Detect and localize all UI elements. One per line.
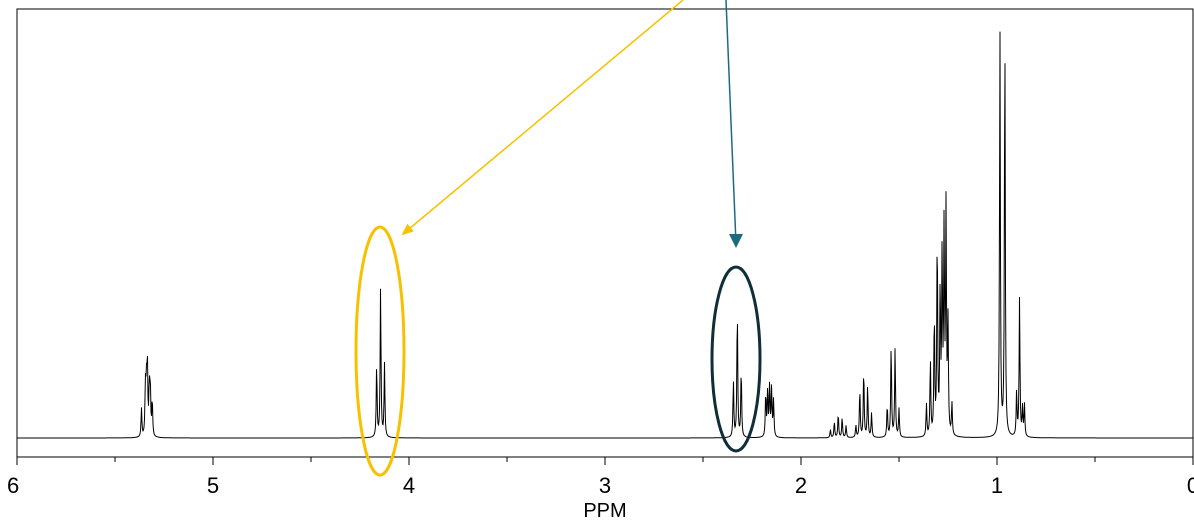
- highlight-ellipse-navy: [710, 265, 762, 453]
- yellow-arrow: [401, 0, 684, 236]
- teal-arrowhead: [729, 234, 743, 248]
- x-tick-label: 1: [991, 473, 1003, 498]
- plot-frame: [16, 8, 1194, 458]
- x-axis-title: PPM: [583, 500, 626, 520]
- x-axis: 6 5 4 3 2 1 0: [7, 457, 1194, 498]
- x-tick-label: 5: [207, 473, 219, 498]
- spectrum-line: [17, 31, 1193, 439]
- x-tick-label: 3: [599, 473, 611, 498]
- highlight-ellipse-yellow: [354, 225, 406, 477]
- teal-arrow: [725, 0, 737, 245]
- x-tick-label: 4: [403, 473, 415, 498]
- x-tick-label: 2: [795, 473, 807, 498]
- x-tick-label: 6: [7, 473, 19, 498]
- x-tick-label: 0: [1187, 473, 1194, 498]
